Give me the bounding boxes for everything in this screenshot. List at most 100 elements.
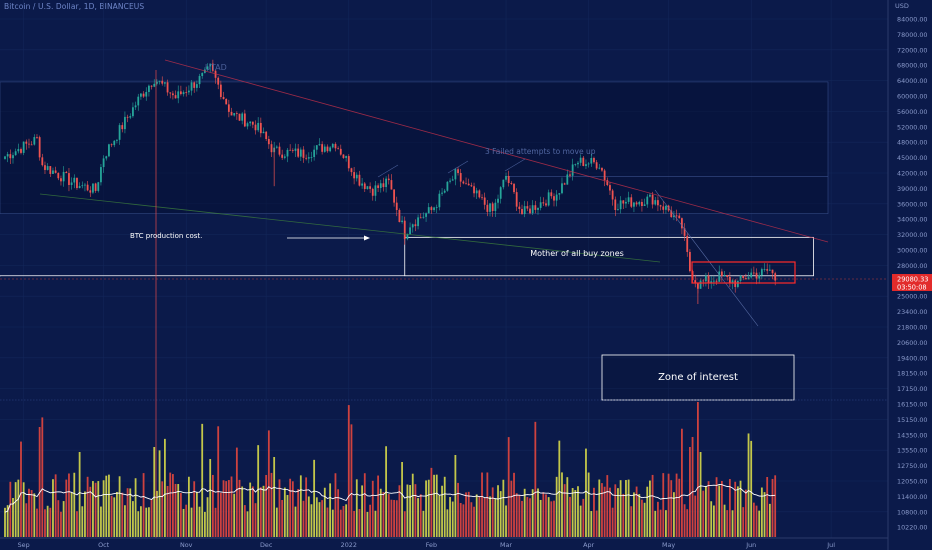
candle-body — [297, 148, 300, 157]
candle-body — [318, 144, 321, 146]
volume-bar — [449, 497, 451, 537]
utad-label: UTAD — [205, 63, 227, 72]
candle-body — [217, 77, 220, 85]
symbol-title: Bitcoin / U.S. Dollar, 1D, BINANCEUS — [4, 2, 145, 11]
volume-bar — [174, 483, 177, 537]
time-tick-label: Apr — [583, 541, 594, 549]
candle-body — [73, 177, 76, 183]
volume-bar — [419, 494, 422, 537]
price-tick-label: 42000.00 — [897, 170, 928, 178]
volume-bar — [169, 472, 172, 537]
pointer-arrow-head — [364, 235, 370, 241]
price-tick-label: 15150.00 — [897, 416, 928, 424]
candle-body — [646, 196, 649, 205]
candle-body — [363, 183, 366, 189]
volume-bar — [233, 493, 236, 537]
volume-bar — [760, 487, 763, 537]
volume-bar — [473, 506, 475, 537]
volume-bar — [707, 481, 710, 537]
candle-body — [593, 158, 595, 163]
candle-body — [390, 180, 393, 190]
candle-body — [323, 146, 326, 152]
volume-bar — [283, 487, 286, 537]
volume-bar — [635, 486, 638, 537]
time-tick-label: Dec — [260, 541, 273, 549]
candle-body — [329, 147, 332, 152]
candle-body — [401, 220, 403, 223]
candle-body — [720, 271, 723, 277]
candle-body — [766, 269, 769, 271]
candle-body — [630, 197, 633, 207]
price-tick-label: 10220.00 — [897, 524, 928, 532]
candle-body — [518, 206, 521, 209]
candle-body — [715, 280, 718, 282]
candle-body — [689, 251, 691, 272]
candle-body — [116, 139, 118, 141]
volume-bar — [662, 473, 665, 537]
volume-bar — [595, 510, 598, 537]
candle-body — [435, 207, 438, 209]
volume-bar — [667, 473, 670, 537]
volume-bar — [654, 510, 657, 537]
volume-bar — [393, 499, 395, 537]
candle-body — [406, 234, 409, 239]
descending-trendline — [164, 59, 829, 243]
volume-bar — [334, 473, 337, 537]
volume-bar — [68, 473, 70, 537]
candle-body — [686, 235, 689, 252]
volume-bar — [601, 483, 603, 537]
candle-body — [294, 148, 297, 151]
candle-body — [249, 121, 252, 124]
volume-bar — [505, 505, 507, 537]
volume-bar — [665, 510, 667, 537]
volume-bar — [649, 480, 651, 537]
volume-bar — [374, 510, 377, 537]
volume-bar — [529, 498, 531, 537]
volume-bar — [254, 503, 257, 537]
candle-body — [395, 202, 398, 211]
volume-bar — [12, 497, 14, 537]
volume-bar — [273, 457, 276, 537]
candle-body — [545, 203, 547, 206]
volume-bar — [92, 481, 94, 537]
candle-body — [257, 122, 260, 131]
time-tick-label: Nov — [180, 541, 193, 549]
candle-body — [771, 269, 774, 274]
time-tick-label: May — [662, 541, 675, 549]
volume-bar — [590, 511, 593, 537]
volume-bar — [230, 476, 233, 537]
candle-body — [619, 200, 622, 210]
volume-bar — [294, 506, 297, 537]
candle-body — [353, 172, 356, 179]
candle-body — [92, 183, 94, 193]
volume-bar — [142, 473, 145, 537]
range-box — [0, 81, 829, 214]
price-tick-label: 60000.00 — [897, 93, 928, 101]
candle-body — [734, 280, 737, 287]
candle-body — [36, 137, 38, 138]
volume-bar — [614, 484, 617, 537]
volume-bar — [643, 502, 646, 537]
volume-bar — [697, 402, 699, 537]
volume-bar — [124, 505, 126, 537]
candle-body — [499, 187, 502, 199]
candle-body — [465, 183, 467, 185]
volume-bar — [65, 479, 68, 537]
volume-bar — [691, 437, 694, 537]
candle-body — [723, 275, 726, 277]
price-tick-label: 34000.00 — [897, 216, 928, 224]
volume-bar — [718, 485, 721, 537]
candle-body — [763, 269, 766, 270]
volume-bar — [758, 510, 761, 537]
volume-bar — [81, 506, 84, 537]
candle-body — [17, 149, 20, 152]
candle-body — [422, 216, 425, 218]
time-tick-label: Oct — [98, 541, 110, 549]
volume-bar — [521, 500, 523, 537]
candle-body — [739, 275, 742, 281]
candle-body — [262, 131, 265, 134]
volume-bar — [203, 511, 206, 537]
volume-bar — [275, 507, 278, 537]
candle-body — [105, 156, 108, 159]
